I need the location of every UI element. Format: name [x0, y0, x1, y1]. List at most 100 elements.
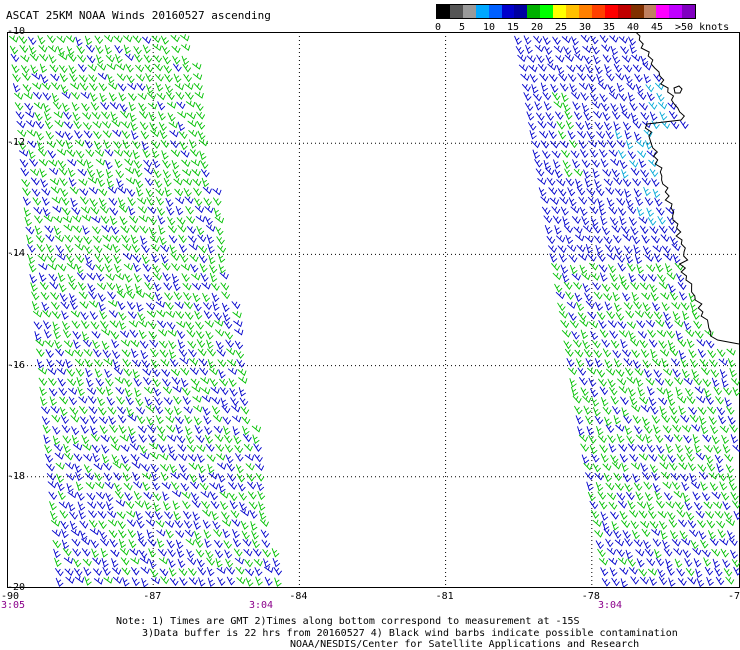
wind-barb: [118, 529, 127, 539]
wind-barb: [232, 529, 240, 539]
wind-barb: [538, 187, 547, 197]
wind-barb: [161, 369, 171, 377]
legend-color-bar: [436, 4, 696, 19]
wind-barb: [204, 320, 214, 328]
wind-barb: [706, 519, 716, 529]
wind-barb: [15, 111, 25, 120]
wind-barb: [260, 529, 270, 539]
wind-barb: [138, 320, 148, 328]
wind-barb: [174, 83, 185, 91]
wind-barb: [123, 263, 134, 271]
wind-barb: [91, 216, 101, 224]
wind-barb: [83, 454, 93, 462]
wind-barb: [33, 102, 44, 110]
wind-barb: [60, 520, 69, 530]
wind-barb: [600, 102, 610, 112]
wind-barb: [176, 330, 186, 339]
wind-barb: [220, 397, 228, 408]
wind-barb: [561, 35, 571, 44]
wind-barb: [599, 148, 608, 158]
legend-swatch: [669, 5, 683, 18]
wind-barb: [82, 112, 92, 120]
wind-barb: [624, 188, 632, 199]
wind-barb: [204, 216, 213, 226]
wind-barb: [72, 443, 83, 451]
wind-barb: [113, 482, 123, 492]
wind-barb: [724, 511, 733, 521]
wind-barb: [659, 520, 668, 530]
wind-barb: [129, 443, 140, 451]
wind-barb: [186, 226, 196, 234]
wind-barb: [101, 340, 110, 350]
wind-barb: [619, 215, 627, 226]
wind-barb: [699, 358, 709, 368]
wind-barb: [586, 426, 595, 436]
wind-barb: [145, 302, 156, 311]
wind-barb: [187, 235, 197, 244]
wind-barb: [602, 463, 612, 471]
wind-barb: [182, 500, 191, 510]
wind-barb: [118, 311, 127, 321]
wind-barb: [69, 186, 79, 195]
wind-barb: [82, 122, 92, 131]
wind-barb: [165, 529, 174, 539]
wind-barb: [154, 397, 163, 406]
legend-tick-label: 15: [507, 22, 520, 33]
wind-barb: [572, 45, 581, 55]
wind-barb: [182, 282, 192, 291]
wind-barb: [575, 358, 584, 368]
wind-barb: [76, 377, 84, 387]
wind-barb: [253, 558, 263, 567]
wind-barb: [83, 567, 92, 577]
wind-barb: [152, 378, 161, 388]
wind-barb: [94, 368, 103, 378]
wind-barb: [531, 84, 539, 94]
wind-barb: [77, 281, 87, 291]
wind-barb: [107, 510, 117, 519]
wind-barb: [629, 453, 639, 462]
wind-barb: [104, 368, 113, 379]
wind-barb: [722, 444, 731, 454]
wind-barb: [633, 188, 642, 198]
wind-barb: [256, 481, 265, 492]
wind-barb: [130, 557, 140, 565]
lat-tick-label: -18: [7, 470, 26, 482]
wind-barb: [202, 186, 212, 195]
wind-barb: [133, 273, 142, 283]
wind-barb: [175, 539, 184, 550]
wind-barb: [702, 434, 712, 443]
legend-tick-label: 0: [435, 22, 442, 33]
wind-barb: [9, 35, 19, 43]
wind-barb: [91, 111, 101, 120]
wind-barb: [163, 397, 173, 406]
wind-barb: [79, 520, 89, 529]
wind-barb: [164, 520, 175, 528]
wind-barb: [56, 148, 67, 156]
wind-barb: [602, 54, 612, 63]
wind-barb: [93, 245, 103, 254]
wind-barb: [175, 205, 184, 216]
wind-barb: [664, 378, 674, 387]
wind-barb: [555, 291, 565, 300]
wind-barb: [605, 187, 615, 195]
legend-swatch: [604, 5, 618, 18]
wind-barb: [157, 101, 166, 111]
wind-barb: [601, 520, 610, 531]
legend-tick-label: 35: [603, 22, 616, 33]
wind-barb: [195, 549, 205, 558]
wind-barb: [103, 254, 113, 264]
wind-barb: [541, 206, 551, 215]
wind-barb: [50, 406, 60, 414]
wind-barb: [603, 178, 613, 187]
wind-barb: [73, 567, 83, 577]
wind-barb: [84, 358, 93, 368]
wind-barb: [623, 64, 633, 73]
wind-barb: [594, 415, 604, 425]
wind-barb: [666, 330, 676, 339]
wind-barb: [614, 539, 625, 547]
wind-barb: [237, 368, 247, 377]
wind-barb: [164, 84, 174, 94]
wind-barb: [148, 330, 158, 340]
wind-barb: [521, 83, 531, 92]
wind-barb: [608, 206, 618, 215]
